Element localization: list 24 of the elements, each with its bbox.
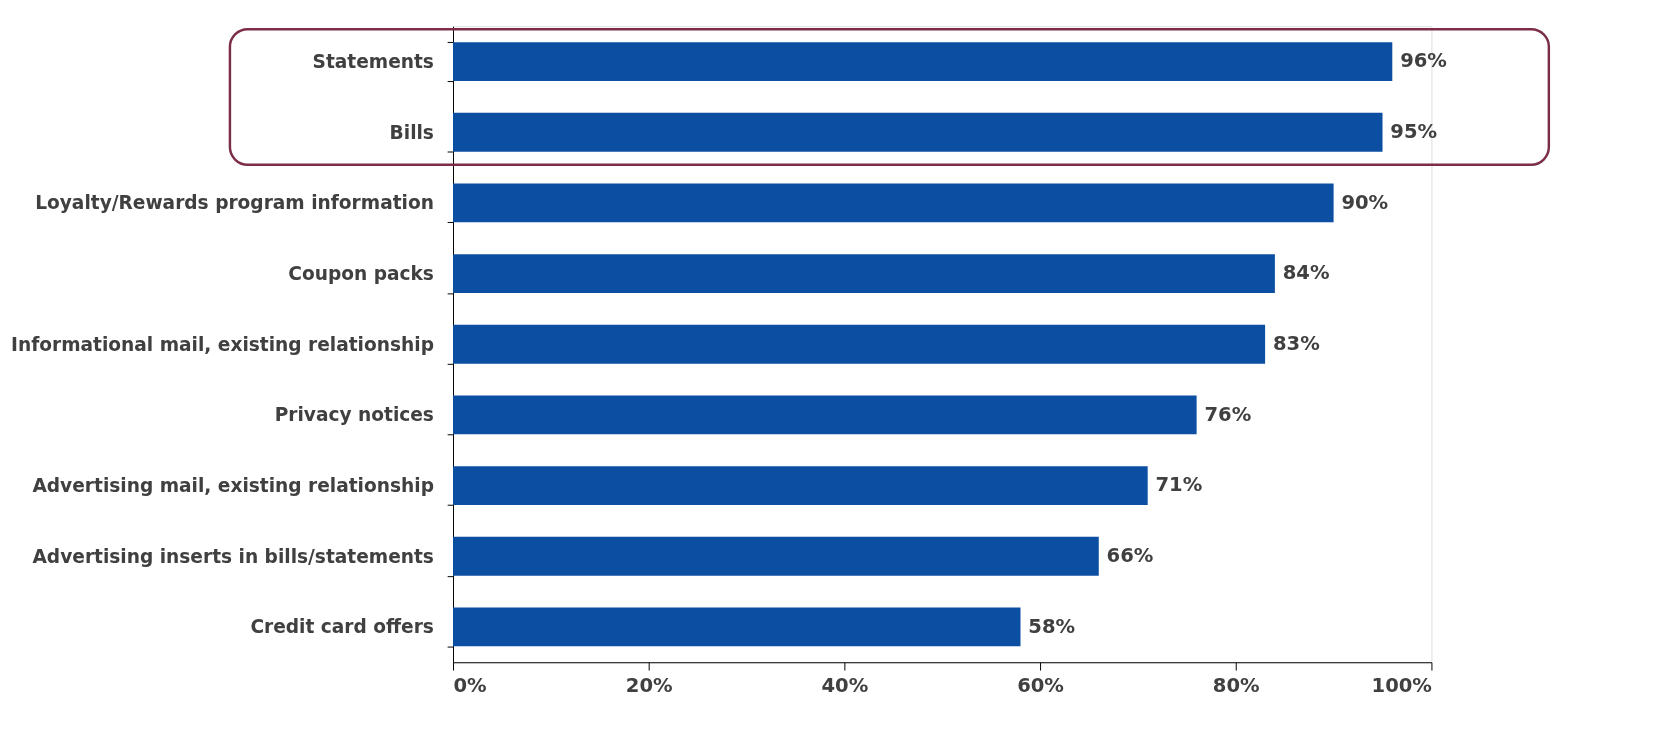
x-tick-label: 80% [1212,674,1260,698]
y-tick-label: Advertising inserts in bills/statements [32,545,434,567]
y-tick-label: Bills [389,121,434,143]
y-tick-label: Informational mail, existing relationship [11,333,434,355]
x-tick-label: 40% [821,674,869,698]
data-label: 76% [1204,402,1252,426]
y-tick-label: Privacy notices [274,404,434,426]
data-label: 90% [1341,190,1389,214]
data-label: 96% [1400,49,1447,73]
data-label: 95% [1390,120,1438,144]
data-label: 84% [1282,261,1330,285]
y-tick-label: Loyalty/Rewards program information [35,192,434,214]
x-tick-label: 0% [453,674,487,698]
x-tick-label: 100% [1371,674,1432,698]
x-tick-label: 60% [1017,674,1064,698]
data-label: 71% [1155,473,1203,497]
y-tick-label: Coupon packs [288,262,434,284]
data-label: 83% [1272,332,1320,356]
y-tick-label: Statements [312,50,434,72]
x-tick-label: 20% [625,674,673,698]
data-label: 58% [1028,614,1076,638]
data-label: 66% [1106,544,1154,568]
y-tick-label: Advertising mail, existing relationship [32,474,434,496]
y-tick-label: Credit card offers [250,616,434,638]
